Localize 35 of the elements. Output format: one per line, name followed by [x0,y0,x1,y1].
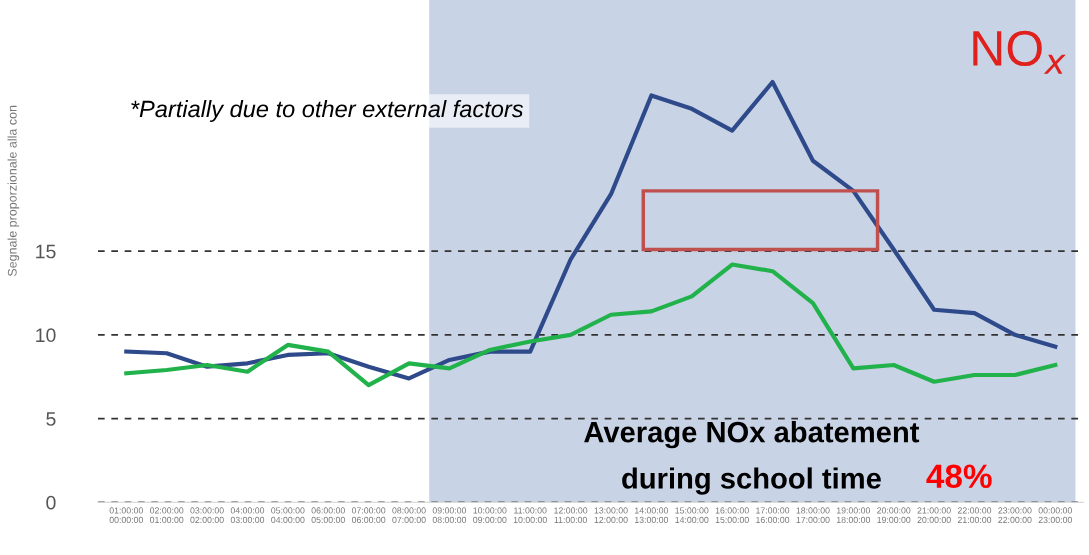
x-tick-label: 14:00:00 13:00:00 [635,507,669,523]
x-tick-label: 23:00:00 22:00:00 [998,507,1032,523]
annotation: Average NOx abatement during school time [584,421,920,495]
y-tick-label: 0 [46,495,56,510]
x-tick-label: 07:00:00 06:00:00 [351,507,386,523]
x-tick-label: 02:00:00 01:00:00 [149,507,184,523]
annotation: *Partially due to other external factors [131,100,524,122]
x-tick-label: 05:00:00 04:00:00 [271,507,305,523]
x-tick-label: 08:00:00 07:00:00 [392,507,426,523]
x-tick-label: 11:00:00 10:00:00 [513,507,547,523]
x-tick-label: 09:00:00 08:00:00 [432,507,467,523]
x-tick-label: 17:00:00 16:00:00 [756,507,790,523]
annotation: NO$_{x}$ [973,30,1066,74]
x-tick-label: 22:00:00 21:00:00 [957,507,992,523]
y-axis-title: Segnale proporzionale alla con [7,105,20,277]
y-tick-label: 15 [36,244,56,259]
y-tick-label: 5 [46,412,56,426]
x-tick-label: 01:00:00 00:00:00 [109,507,143,523]
x-tick-label: 15:00:00 14:00:00 [675,507,709,523]
line-series [124,262,1058,388]
x-tick-label: 12:00:00 11:00:00 [554,507,588,523]
x-tick-label: 20:00:00 19:00:00 [877,507,911,523]
x-tick-label: 18:00:00 17:00:00 [796,507,830,523]
x-tick-label: 13:00:00 12:00:00 [594,507,628,523]
x-tick-label: 10:00:00 09:00:00 [473,507,507,523]
x-tick-label: 16:00:00 15:00:00 [715,507,749,523]
x-tick-label: 06:00:00 05:00:00 [311,507,345,523]
annotation: 48% [926,464,992,489]
x-tick-label: 00:00:00 23:00:00 [1038,507,1072,523]
x-tick-label: 04:00:00 03:00:00 [230,507,265,523]
x-tick-label: 19:00:00 18:00:00 [836,507,871,523]
line-series [124,79,1058,381]
y-tick-label: 10 [36,328,56,343]
x-tick-label: 21:00:00 20:00:00 [917,507,951,523]
x-tick-label: 03:00:00 02:00:00 [190,507,224,523]
